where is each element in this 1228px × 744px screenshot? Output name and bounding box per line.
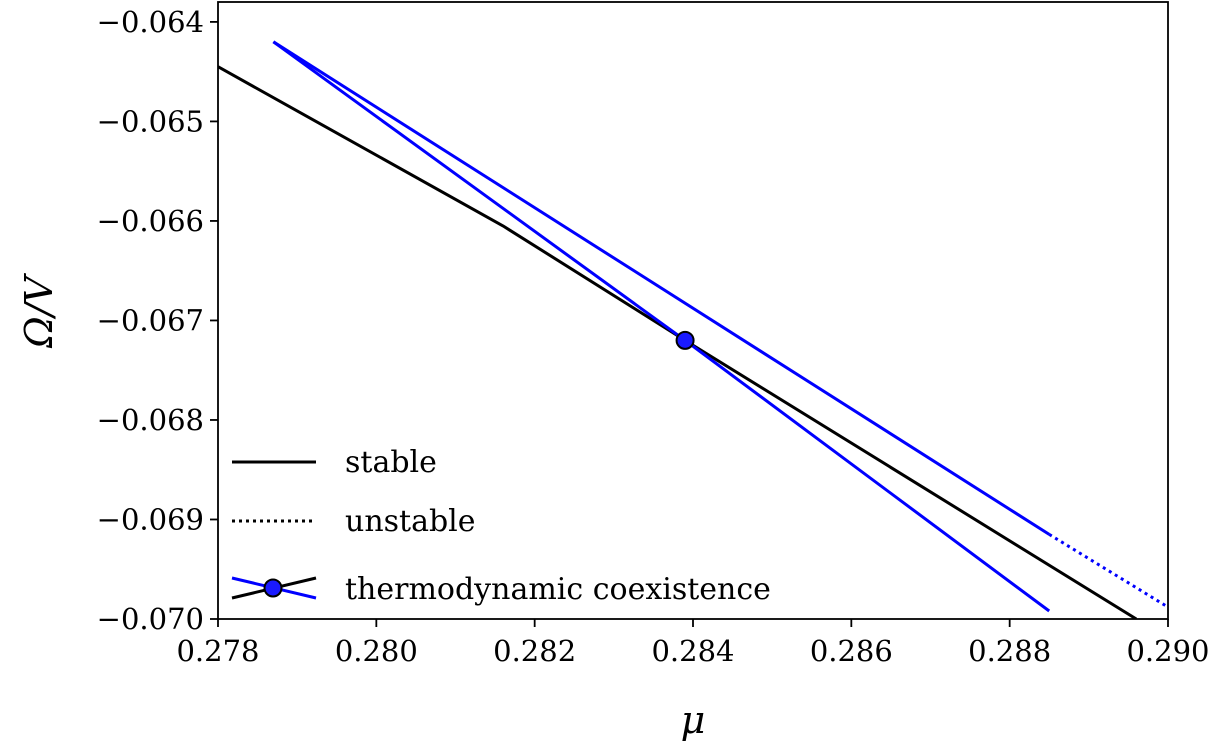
legend-coexistence-marker xyxy=(263,578,283,598)
x-tick-label: 0.290 xyxy=(1126,634,1209,668)
y-tick-label: −0.066 xyxy=(97,204,204,238)
series-line-0 xyxy=(218,65,1138,619)
legend-coexistence-label: thermodynamic coexistence xyxy=(345,572,771,607)
series-line-2 xyxy=(272,40,1051,536)
legend: stable unstable thermodynamic coexistenc… xyxy=(231,445,771,607)
y-axis-label: Ω/V xyxy=(17,273,61,349)
series-line-3 xyxy=(1048,533,1168,609)
legend-stable-label: stable xyxy=(345,445,437,480)
x-tick-label: 0.286 xyxy=(810,634,893,668)
y-tick-label: −0.064 xyxy=(97,5,204,39)
x-tick-label: 0.280 xyxy=(335,634,418,668)
y-tick-label: −0.069 xyxy=(97,502,204,536)
y-axis-ticks: −0.064 −0.065 −0.066 −0.067 −0.068 −0.069 −0.0… xyxy=(97,5,218,636)
legend-coexistence-swatch xyxy=(231,576,317,600)
series-layer xyxy=(218,40,1168,619)
legend-unstable-label: unstable xyxy=(345,504,476,539)
x-axis-label: μ xyxy=(681,698,706,742)
y-tick-label: −0.068 xyxy=(97,403,204,437)
x-axis-ticks: 0.278 0.280 0.282 0.284 0.286 0.288 0.290 xyxy=(176,619,1210,668)
x-tick-label: 0.278 xyxy=(176,634,259,668)
plot-frame xyxy=(217,1,1169,620)
y-tick-label: −0.067 xyxy=(97,303,204,337)
coexistence-point xyxy=(675,330,695,350)
y-tick-label: −0.070 xyxy=(97,602,204,636)
x-tick-label: 0.288 xyxy=(968,634,1051,668)
x-tick-label: 0.282 xyxy=(493,634,576,668)
x-tick-label: 0.284 xyxy=(651,634,734,668)
y-tick-label: −0.065 xyxy=(97,104,204,138)
